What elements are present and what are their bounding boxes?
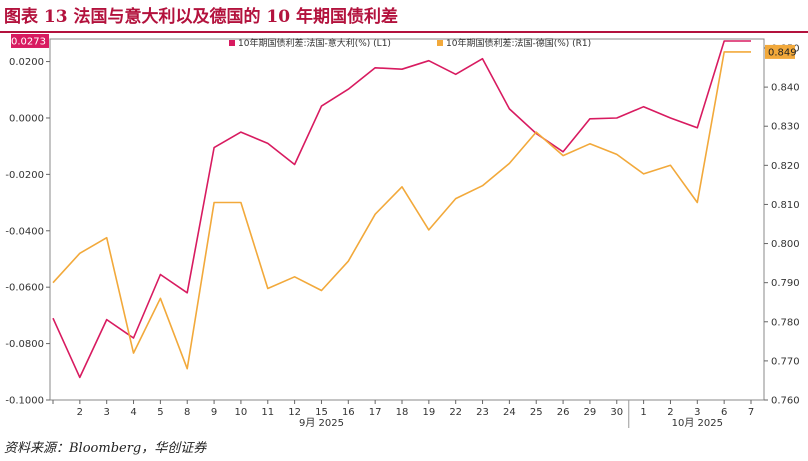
x-tick-label: 30 <box>610 407 623 418</box>
x-month-label: 10月 2025 <box>672 417 723 429</box>
x-tick-label: 6 <box>721 407 727 418</box>
x-month-label: 9月 2025 <box>299 417 344 429</box>
right-tick-label: 0.840 <box>771 83 800 94</box>
right-y-axis: 0.8500.8400.8300.8200.8100.8000.7900.780… <box>764 43 800 407</box>
x-tick-label: 9 <box>211 407 217 418</box>
chart-area: 10年期国债利差:法国-意大利(%) (L1) 10年期国债利差:法国-德国(%)… <box>5 34 800 429</box>
right-tick-label: 0.800 <box>771 239 800 250</box>
x-tick-label: 25 <box>530 407 543 418</box>
left-tick-label: 0.0000 <box>9 113 44 124</box>
series-line-france-germany <box>52 51 751 370</box>
x-tick-label: 18 <box>396 407 409 418</box>
series-line-france-italy <box>52 40 751 379</box>
source-note: 资料来源：Bloomberg，华创证券 <box>4 441 207 456</box>
x-tick-label: 2 <box>667 407 673 418</box>
right-tick-label: 0.820 <box>771 161 800 172</box>
last-value-tag-left <box>11 34 49 48</box>
chart-legend: 10年期国债利差:法国-意大利(%) (L1) 10年期国债利差:法国-德国(%)… <box>229 37 591 49</box>
x-tick-label: 26 <box>557 407 570 418</box>
x-tick-label: 1 <box>640 407 646 418</box>
right-tick-label: 0.830 <box>771 122 800 133</box>
legend-swatch <box>229 40 235 46</box>
x-tick-label: 23 <box>476 407 489 418</box>
right-tick-label: 0.810 <box>771 200 800 211</box>
series-lines <box>52 40 751 379</box>
last-value-tag-right <box>765 44 795 59</box>
left-tick-label: -0.0600 <box>5 283 44 294</box>
left-tick-label: -0.0200 <box>5 170 44 181</box>
last-value-label-left: 0.0273 <box>11 36 46 47</box>
x-tick-label: 4 <box>130 407 136 418</box>
x-tick-label: 29 <box>584 407 597 418</box>
x-tick-label: 10 <box>235 407 248 418</box>
left-tick-label: 0.0200 <box>9 57 44 68</box>
x-tick-label: 19 <box>422 407 435 418</box>
chart-title: 图表 13 法国与意大利以及德国的 10 年期国债利差 <box>4 7 398 27</box>
x-tick-label: 22 <box>449 407 462 418</box>
legend-label: 10年期国债利差:法国-意大利(%) (L1) <box>238 37 391 49</box>
left-tick-label: -0.1000 <box>5 396 44 407</box>
x-tick-label: 11 <box>261 407 274 418</box>
x-axis: 2 3 4 5 8 9 10 11 12 15 16 17 18 19 22 23 24 25 26 29 30 1 2 3 6… <box>52 400 754 429</box>
legend-swatch <box>437 40 443 46</box>
last-value-tags: 0.0273 0.849 <box>11 34 797 59</box>
x-tick-label: 24 <box>503 407 516 418</box>
left-tick-label: -0.0800 <box>5 339 44 350</box>
plot-frame <box>49 38 765 401</box>
left-y-axis: 0.0200 0.0000 -0.0200 -0.0400 -0.0600 -0.0800… <box>5 57 50 407</box>
right-tick-label: 0.790 <box>771 278 800 289</box>
x-tick-label: 17 <box>369 407 382 418</box>
plot-border <box>49 38 765 401</box>
legend-label: 10年期国债利差:法国-德国(%) (R1) <box>446 37 591 49</box>
right-tick-label: 0.780 <box>771 317 800 328</box>
right-tick-label: 0.760 <box>771 396 800 407</box>
x-tick-label: 16 <box>342 407 355 418</box>
x-tick-label: 7 <box>748 407 754 418</box>
last-value-label-right: 0.849 <box>768 47 797 58</box>
x-tick-label: 2 <box>77 407 83 418</box>
left-tick-label: -0.0400 <box>5 226 44 237</box>
x-tick-label: 12 <box>288 407 301 418</box>
title-rule <box>0 31 808 33</box>
right-tick-label: 0.770 <box>771 356 800 367</box>
x-tick-label: 5 <box>157 407 163 418</box>
x-tick-label: 8 <box>184 407 190 418</box>
x-tick-label: 3 <box>104 407 110 418</box>
x-tick-label: 3 <box>694 407 700 418</box>
x-tick-label: 15 <box>315 407 328 418</box>
